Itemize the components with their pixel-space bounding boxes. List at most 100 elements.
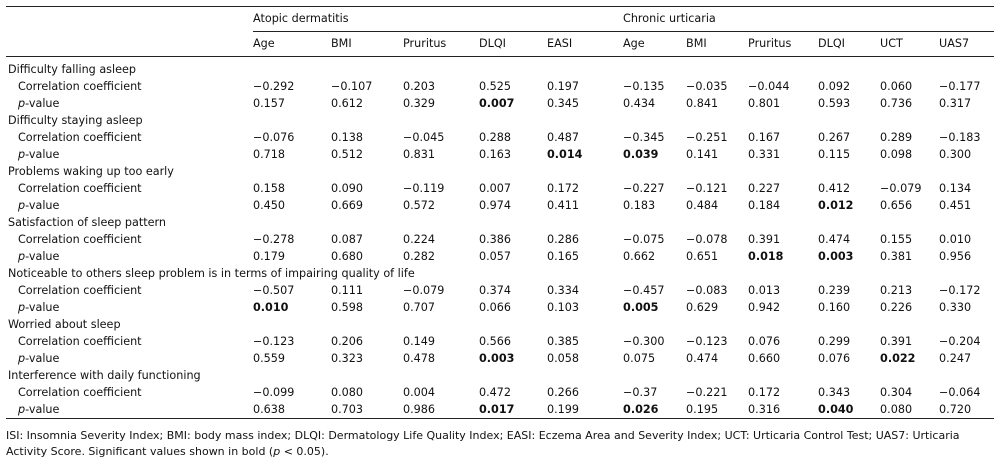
coefficient-cell: 0.090 xyxy=(331,182,364,195)
column-header: Age xyxy=(623,37,645,50)
p-value-cell: 0.680 xyxy=(331,250,364,263)
coefficient-cell: −0.079 xyxy=(403,284,445,297)
section-title: Satisfaction of sleep pattern xyxy=(8,216,167,229)
coefficient-cell: −0.292 xyxy=(253,80,295,93)
section-title-row: Interference with daily functioning xyxy=(6,367,994,384)
p-value-cell: 0.638 xyxy=(253,403,286,416)
corner-cell xyxy=(6,32,253,57)
coefficient-cell: −0.183 xyxy=(939,131,981,144)
coefficient-cell: 0.299 xyxy=(818,335,851,348)
coefficient-cell: 0.087 xyxy=(331,233,364,246)
p-value-cell: 0.974 xyxy=(479,199,512,212)
p-value-cell: 0.720 xyxy=(939,403,972,416)
coefficient-cell: −0.121 xyxy=(686,182,728,195)
section-title-row: Worried about sleep xyxy=(6,316,994,333)
coefficient-row: Correlation coefficient −0.123 0.206 0.149 0… xyxy=(6,333,994,350)
p-value-cell: 0.572 xyxy=(403,199,436,212)
row-label-coefficient: Correlation coefficient xyxy=(18,233,142,246)
p-value-cell: 0.330 xyxy=(939,301,972,314)
p-suffix: -value xyxy=(25,148,60,161)
coefficient-cell: −0.300 xyxy=(623,335,665,348)
coefficient-cell: 0.566 xyxy=(479,335,512,348)
p-symbol: p xyxy=(18,352,26,365)
row-label-coefficient: Correlation coefficient xyxy=(18,386,142,399)
coefficient-cell: 0.412 xyxy=(818,182,851,195)
p-value-cell: 0.662 xyxy=(623,250,656,263)
p-value-cell: 0.703 xyxy=(331,403,364,416)
p-symbol: p xyxy=(18,250,26,263)
p-value-cell: 0.598 xyxy=(331,301,364,314)
coefficient-cell: 0.013 xyxy=(748,284,781,297)
p-value-cell: 0.559 xyxy=(253,352,286,365)
coefficient-cell: 0.487 xyxy=(547,131,580,144)
p-value-cell: 0.669 xyxy=(331,199,364,212)
row-label-coefficient: Correlation coefficient xyxy=(18,131,142,144)
p-suffix: -value xyxy=(25,301,60,314)
section-title: Noticeable to others sleep problem is in… xyxy=(8,267,415,280)
row-label-p-value: p-value xyxy=(6,299,253,316)
p-value-cell-significant: 0.012 xyxy=(818,199,854,212)
p-value-cell: 0.736 xyxy=(880,97,913,110)
table-footnote: ISI: Insomnia Severity Index; BMI: body … xyxy=(6,428,994,460)
p-suffix: -value xyxy=(25,403,60,416)
coefficient-cell: 0.391 xyxy=(880,335,913,348)
coefficient-row: Correlation coefficient 0.158 0.090 −0.119 0… xyxy=(6,180,994,197)
coefficient-cell: −0.035 xyxy=(686,80,728,93)
p-value-cell: 0.450 xyxy=(253,199,286,212)
p-value-cell-significant: 0.007 xyxy=(479,97,515,110)
p-value-cell-significant: 0.005 xyxy=(623,301,659,314)
p-value-cell: 0.411 xyxy=(547,199,580,212)
coefficient-cell: −0.457 xyxy=(623,284,665,297)
column-header: Pruritus xyxy=(403,37,447,50)
column-header: DLQI xyxy=(479,37,506,50)
column-header: BMI xyxy=(331,37,352,50)
p-value-cell-significant: 0.010 xyxy=(253,301,289,314)
p-value-cell: 0.316 xyxy=(748,403,781,416)
coefficient-cell: 0.224 xyxy=(403,233,436,246)
row-label-p-value: p-value xyxy=(6,401,253,419)
p-value-cell: 0.478 xyxy=(403,352,436,365)
p-value-row: p-value 0.179 0.680 0.282 0.057 0.165 0.662 0.6… xyxy=(6,248,994,265)
coefficient-cell: −0.123 xyxy=(686,335,728,348)
p-value-cell: 0.183 xyxy=(623,199,656,212)
coefficient-cell: −0.123 xyxy=(253,335,295,348)
coefficient-cell: 0.010 xyxy=(939,233,972,246)
section-title: Difficulty falling asleep xyxy=(8,63,136,76)
coefficient-cell: 0.060 xyxy=(880,80,913,93)
p-value-cell: 0.195 xyxy=(686,403,719,416)
coefficient-cell: 0.076 xyxy=(748,335,781,348)
p-symbol: p xyxy=(18,301,26,314)
coefficient-cell: −0.177 xyxy=(939,80,981,93)
p-value-cell: 0.282 xyxy=(403,250,436,263)
coefficient-cell: 0.288 xyxy=(479,131,512,144)
p-value-cell: 0.629 xyxy=(686,301,719,314)
coefficient-cell: 0.138 xyxy=(331,131,364,144)
p-value-row: p-value 0.638 0.703 0.986 0.017 0.199 0.026 0.1… xyxy=(6,401,995,419)
p-symbol: p xyxy=(18,148,26,161)
p-value-cell-significant: 0.003 xyxy=(479,352,515,365)
p-value-cell-significant: 0.018 xyxy=(748,250,784,263)
coefficient-cell: 0.391 xyxy=(748,233,781,246)
column-header: BMI xyxy=(686,37,707,50)
coefficient-cell: 0.080 xyxy=(331,386,364,399)
coefficient-cell: 0.286 xyxy=(547,233,580,246)
p-value-cell-significant: 0.014 xyxy=(547,148,583,161)
row-label-coefficient: Correlation coefficient xyxy=(18,182,142,195)
coefficient-cell: 0.172 xyxy=(748,386,781,399)
p-value-cell: 0.707 xyxy=(403,301,436,314)
column-header-row: Age BMI Pruritus DLQI EASI Age BMI Pruri… xyxy=(6,32,995,57)
footnote-threshold: < 0.05). xyxy=(280,445,329,458)
column-header: UAS7 xyxy=(939,37,970,50)
correlation-table: Atopic dermatitis Chronic urticaria Age … xyxy=(6,6,995,419)
p-value-cell: 0.184 xyxy=(748,199,781,212)
coefficient-cell: 0.149 xyxy=(403,335,436,348)
footnote-p-symbol: p xyxy=(273,445,281,458)
coefficient-cell: −0.135 xyxy=(623,80,665,93)
coefficient-cell: −0.076 xyxy=(253,131,295,144)
p-value-cell: 0.179 xyxy=(253,250,286,263)
p-value-cell: 0.075 xyxy=(623,352,656,365)
row-label-p-value: p-value xyxy=(6,248,253,265)
coefficient-cell: 0.266 xyxy=(547,386,580,399)
p-value-cell-significant: 0.040 xyxy=(818,403,854,416)
